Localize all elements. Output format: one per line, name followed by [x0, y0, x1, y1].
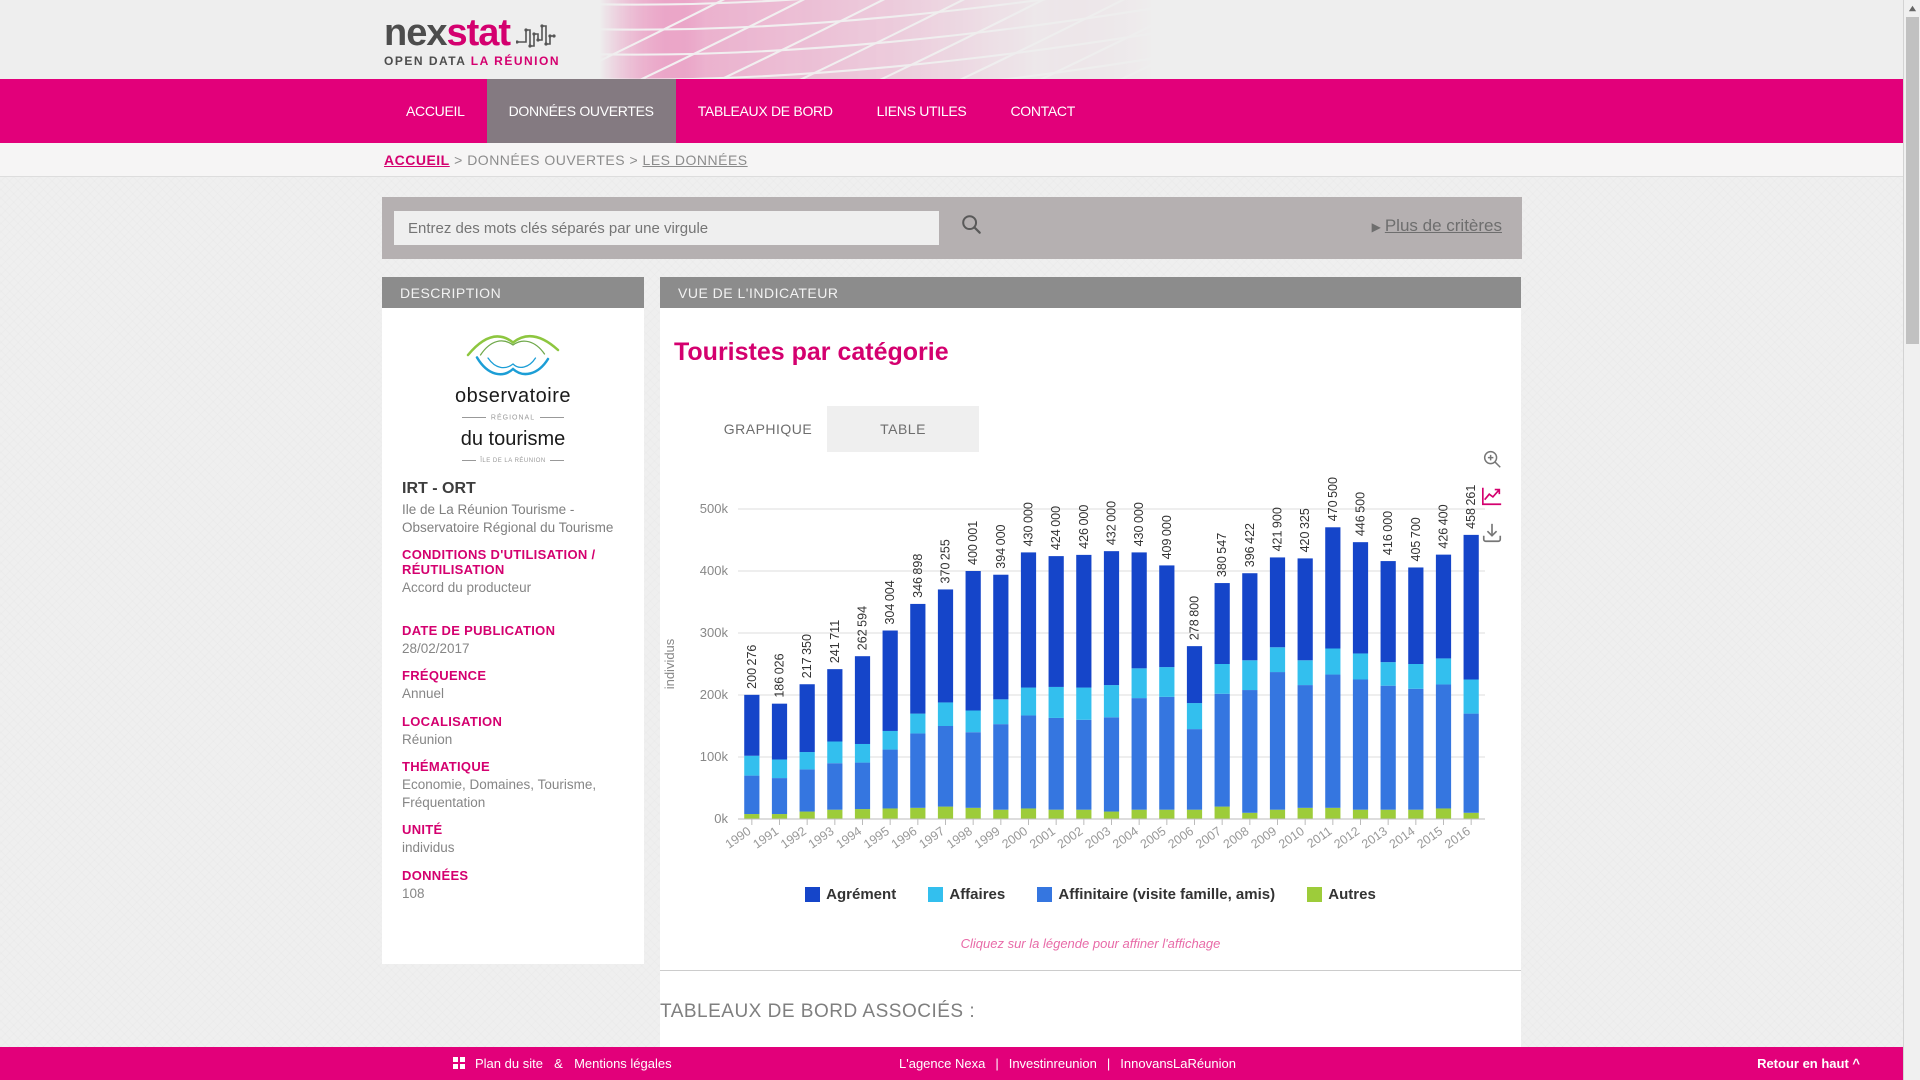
svg-text:2000: 2000: [999, 824, 1030, 851]
svg-text:1999: 1999: [972, 824, 1003, 851]
svg-text:300k: 300k: [700, 625, 729, 640]
svg-text:430 000: 430 000: [1022, 502, 1036, 546]
svg-text:2008: 2008: [1221, 824, 1252, 851]
svg-text:1993: 1993: [806, 824, 837, 851]
svg-text:2001: 2001: [1027, 824, 1058, 851]
svg-text:1992: 1992: [778, 824, 809, 851]
svg-text:2014: 2014: [1387, 824, 1418, 851]
svg-text:426 000: 426 000: [1077, 505, 1091, 549]
svg-text:420 325: 420 325: [1298, 508, 1312, 552]
svg-text:304 004: 304 004: [883, 580, 897, 624]
svg-text:individus: individus: [662, 638, 677, 689]
svg-text:2005: 2005: [1138, 824, 1169, 851]
svg-text:186 026: 186 026: [773, 653, 787, 697]
svg-text:2007: 2007: [1193, 824, 1224, 851]
svg-text:426 400: 426 400: [1437, 504, 1451, 548]
svg-text:278 800: 278 800: [1188, 596, 1202, 640]
svg-text:2009: 2009: [1248, 824, 1279, 851]
svg-text:1998: 1998: [944, 824, 975, 851]
svg-text:424 000: 424 000: [1049, 506, 1063, 550]
svg-text:394 000: 394 000: [994, 524, 1008, 568]
svg-text:405 700: 405 700: [1409, 517, 1423, 561]
svg-text:1991: 1991: [750, 824, 781, 851]
svg-text:380 547: 380 547: [1215, 533, 1229, 577]
svg-text:2016: 2016: [1442, 824, 1473, 851]
svg-text:416 000: 416 000: [1381, 511, 1395, 555]
svg-text:2015: 2015: [1414, 824, 1445, 851]
svg-text:2010: 2010: [1276, 824, 1307, 851]
svg-text:409 000: 409 000: [1160, 515, 1174, 559]
svg-text:396 422: 396 422: [1243, 523, 1257, 567]
svg-text:1997: 1997: [916, 824, 947, 851]
svg-text:1994: 1994: [833, 824, 864, 851]
svg-text:1996: 1996: [889, 824, 920, 851]
svg-text:2002: 2002: [1055, 824, 1086, 851]
svg-text:2004: 2004: [1110, 824, 1141, 851]
svg-text:370 255: 370 255: [939, 539, 953, 583]
svg-text:2006: 2006: [1165, 824, 1196, 851]
svg-text:200k: 200k: [700, 687, 729, 702]
svg-text:1990: 1990: [723, 824, 754, 851]
svg-text:470 500: 470 500: [1326, 477, 1340, 521]
svg-text:400k: 400k: [700, 563, 729, 578]
svg-text:421 900: 421 900: [1271, 507, 1285, 551]
svg-text:432 000: 432 000: [1105, 501, 1119, 545]
svg-text:500k: 500k: [700, 501, 729, 516]
svg-text:1995: 1995: [861, 824, 892, 851]
svg-text:400 001: 400 001: [966, 521, 980, 565]
svg-text:346 898: 346 898: [911, 554, 925, 598]
svg-text:100k: 100k: [700, 749, 729, 764]
svg-text:262 594: 262 594: [856, 606, 870, 650]
svg-text:2003: 2003: [1082, 824, 1113, 851]
svg-text:458 261: 458 261: [1464, 485, 1478, 529]
svg-text:217 350: 217 350: [800, 634, 814, 678]
svg-text:200 276: 200 276: [745, 645, 759, 689]
svg-text:0k: 0k: [714, 811, 728, 826]
svg-text:2011: 2011: [1304, 824, 1334, 851]
svg-text:446 500: 446 500: [1354, 492, 1368, 536]
svg-text:2012: 2012: [1331, 824, 1362, 851]
svg-text:241 711: 241 711: [828, 620, 842, 663]
svg-text:430 000: 430 000: [1132, 502, 1146, 546]
svg-text:2013: 2013: [1359, 824, 1390, 851]
